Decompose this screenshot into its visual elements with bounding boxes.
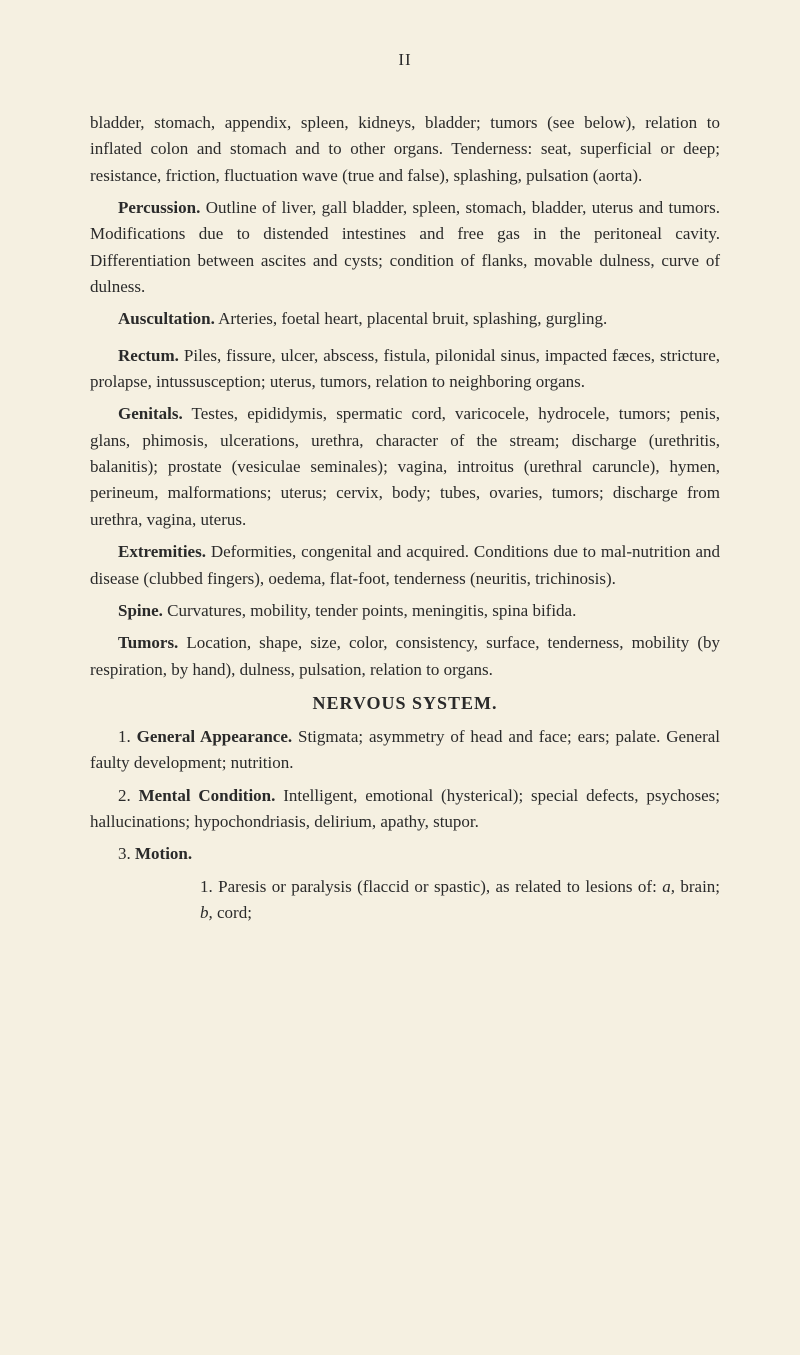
item-motion: 3. Motion. <box>90 841 720 867</box>
heading-general-appearance: General Appearance. <box>137 727 293 746</box>
item-number-1: 1. <box>118 727 137 746</box>
text-auscultation: Arteries, foetal heart, placental bruit,… <box>215 309 607 328</box>
text-genitals: Testes, epididymis, spermatic cord, vari… <box>90 404 720 528</box>
heading-auscultation: Auscultation. <box>118 309 215 328</box>
sub-item-paresis: 1. Paresis or paralysis (flaccid or spas… <box>90 874 720 927</box>
heading-tumors: Tumors. <box>118 633 178 652</box>
text-rectum: Piles, fissure, ulcer, abscess, fistula,… <box>90 346 720 391</box>
item-general-appearance: 1. General Appearance. Stigmata; asymmet… <box>90 724 720 777</box>
item-mental-condition: 2. Mental Condition. Intelligent, emotio… <box>90 783 720 836</box>
text-paresis-b: brain; <box>675 877 720 896</box>
heading-percussion: Percussion. <box>118 198 200 217</box>
heading-spine: Spine. <box>118 601 163 620</box>
paragraph-spine: Spine. Curvatures, mobility, tender poin… <box>90 598 720 624</box>
text-spine: Curvatures, mobility, tender points, men… <box>163 601 576 620</box>
heading-mental-condition: Mental Condition. <box>139 786 276 805</box>
paragraph-rectum: Rectum. Piles, fissure, ulcer, abscess, … <box>90 343 720 396</box>
heading-genitals: Genitals. <box>118 404 183 423</box>
item-number-3: 3. <box>118 844 135 863</box>
paragraph-percussion: Percussion. Outline of liver, gall bladd… <box>90 195 720 300</box>
paragraph-auscultation: Auscultation. Arteries, foetal heart, pl… <box>90 306 720 332</box>
section-title-nervous: NERVOUS SYSTEM. <box>90 693 720 714</box>
sub-item-number-1: 1. <box>200 877 218 896</box>
text-tumors: Location, shape, size, color, consistenc… <box>90 633 720 678</box>
page-number: II <box>90 50 720 70</box>
label-a: a, <box>662 877 675 896</box>
paragraph-tumors: Tumors. Location, shape, size, color, co… <box>90 630 720 683</box>
item-number-2: 2. <box>118 786 139 805</box>
label-b: b, <box>200 903 213 922</box>
heading-extremities: Extremities. <box>118 542 206 561</box>
paragraph-genitals: Genitals. Testes, epididymis, spermatic … <box>90 401 720 533</box>
heading-rectum: Rectum. <box>118 346 179 365</box>
text-paresis-c: cord; <box>213 903 252 922</box>
paragraph-extremities: Extremities. Deformities, congenital and… <box>90 539 720 592</box>
heading-motion: Motion. <box>135 844 192 863</box>
text-paresis-a: Paresis or paralysis (flaccid or spastic… <box>218 877 662 896</box>
paragraph-bladder: bladder, stomach, appendix, spleen, kidn… <box>90 110 720 189</box>
